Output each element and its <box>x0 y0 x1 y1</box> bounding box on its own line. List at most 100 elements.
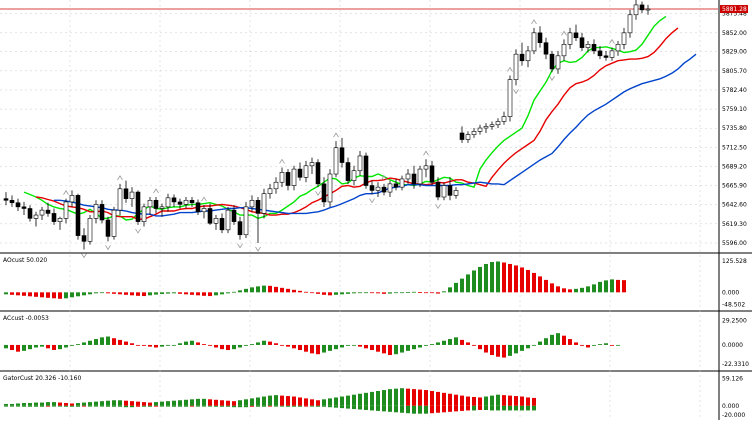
gator-upper-bar <box>376 390 380 406</box>
candle-bull <box>513 53 519 80</box>
histogram-bar <box>40 292 44 298</box>
candle-bull <box>147 199 153 208</box>
candle-bear <box>369 185 375 191</box>
gator-upper-bar <box>244 399 248 406</box>
gator-lower-bar <box>70 405 74 407</box>
gator-upper-bar <box>238 400 242 406</box>
gator-upper-bar <box>130 401 134 406</box>
candle-bear <box>537 32 543 43</box>
gator-upper-bar <box>214 399 218 406</box>
candle-bull <box>621 32 627 45</box>
gator-lower-bar <box>250 405 254 407</box>
histogram-bar <box>556 333 560 345</box>
indicator-tick-label: 0.0000 <box>722 342 743 349</box>
histogram-bar <box>94 339 98 345</box>
fractal-up-icon <box>117 175 123 181</box>
gator-upper-bar <box>118 400 122 406</box>
gator-upper-bar <box>490 395 494 406</box>
histogram-bar <box>568 339 572 345</box>
histogram-bar <box>226 292 230 294</box>
candle-bull <box>375 186 381 191</box>
histogram-bar <box>154 292 158 295</box>
histogram-bar <box>616 279 620 293</box>
gator-upper-bar <box>220 400 224 406</box>
gator-lower-bar <box>406 405 410 414</box>
gator-lower-bar <box>184 405 188 407</box>
gator-lower-bar <box>472 405 476 411</box>
histogram-bar <box>190 292 194 295</box>
histogram-bar <box>130 292 134 296</box>
price-tick-label: 5689.20 <box>722 163 747 170</box>
histogram-bar <box>310 344 314 354</box>
gator-upper-bar <box>388 389 392 406</box>
indicator-tick-label: 0.000 <box>722 403 739 410</box>
gator-lower-bar <box>526 405 530 411</box>
histogram-bar <box>388 292 392 294</box>
histogram-bar <box>478 266 482 293</box>
candle-bear <box>519 53 525 62</box>
histogram-bar <box>424 344 428 346</box>
histogram-bar <box>76 292 80 297</box>
indicator-tick-label: -48.502 <box>722 301 745 308</box>
gator-upper-bar <box>226 400 230 406</box>
candle-bear <box>603 55 609 58</box>
histogram-bar <box>184 292 188 295</box>
histogram-bar <box>484 263 488 293</box>
histogram-bar <box>394 344 398 355</box>
histogram-bar <box>220 292 224 295</box>
gator-upper-bar <box>274 395 278 406</box>
histogram-bar <box>298 290 302 293</box>
indicator-tick-label: 0.000 <box>722 289 739 296</box>
candle-bull <box>567 32 573 45</box>
candle-bull <box>471 131 477 135</box>
gator-lower-bar <box>496 405 500 411</box>
gator-upper-bar <box>454 394 458 406</box>
histogram-bar <box>76 344 80 345</box>
histogram-bar <box>124 292 128 295</box>
candle-bear <box>231 209 237 222</box>
candle-bull <box>387 183 393 193</box>
price-tick-label: 5852.00 <box>722 30 747 37</box>
histogram-bar <box>400 344 404 353</box>
histogram-bar <box>604 343 608 345</box>
histogram-bar <box>544 279 548 293</box>
histogram-bar <box>460 278 464 293</box>
histogram-bar <box>40 344 44 347</box>
gator-lower-bar <box>82 405 86 407</box>
gator-lower-bar <box>382 405 386 412</box>
gator-lower-bar <box>274 405 278 407</box>
candle-bull <box>279 172 285 183</box>
histogram-bar <box>286 344 290 347</box>
gator-lower-bar <box>124 405 128 408</box>
candle-bull <box>417 168 423 185</box>
gator-upper-bar <box>532 397 536 406</box>
gator-lower-bar <box>256 405 260 407</box>
gator-upper-bar <box>208 399 212 406</box>
gator-upper-bar <box>328 398 332 406</box>
price-tag-box <box>720 5 748 14</box>
candle-bull <box>645 8 651 11</box>
histogram-bar <box>166 344 170 346</box>
histogram-bar <box>226 344 230 350</box>
gator-lower-bar <box>268 405 272 407</box>
histogram-bar <box>358 292 362 294</box>
histogram-bar <box>562 335 566 345</box>
candle-bear <box>27 208 33 219</box>
gator-lower-bar <box>502 405 506 411</box>
histogram-bar <box>376 292 380 294</box>
indicator-tick-label: 59.126 <box>722 375 743 382</box>
histogram-bar <box>136 292 140 296</box>
candle-bull <box>609 50 615 58</box>
candle-bear <box>543 42 549 55</box>
histogram-bar <box>442 340 446 345</box>
histogram-bar <box>220 344 224 350</box>
gator-upper-bar <box>496 394 500 406</box>
gator-lower-bar <box>316 405 320 407</box>
histogram-bar <box>256 286 260 293</box>
histogram-bar <box>364 344 368 349</box>
histogram-bar <box>142 344 146 346</box>
gator-lower-bar <box>10 405 14 407</box>
gator-lower-bar <box>208 405 212 407</box>
